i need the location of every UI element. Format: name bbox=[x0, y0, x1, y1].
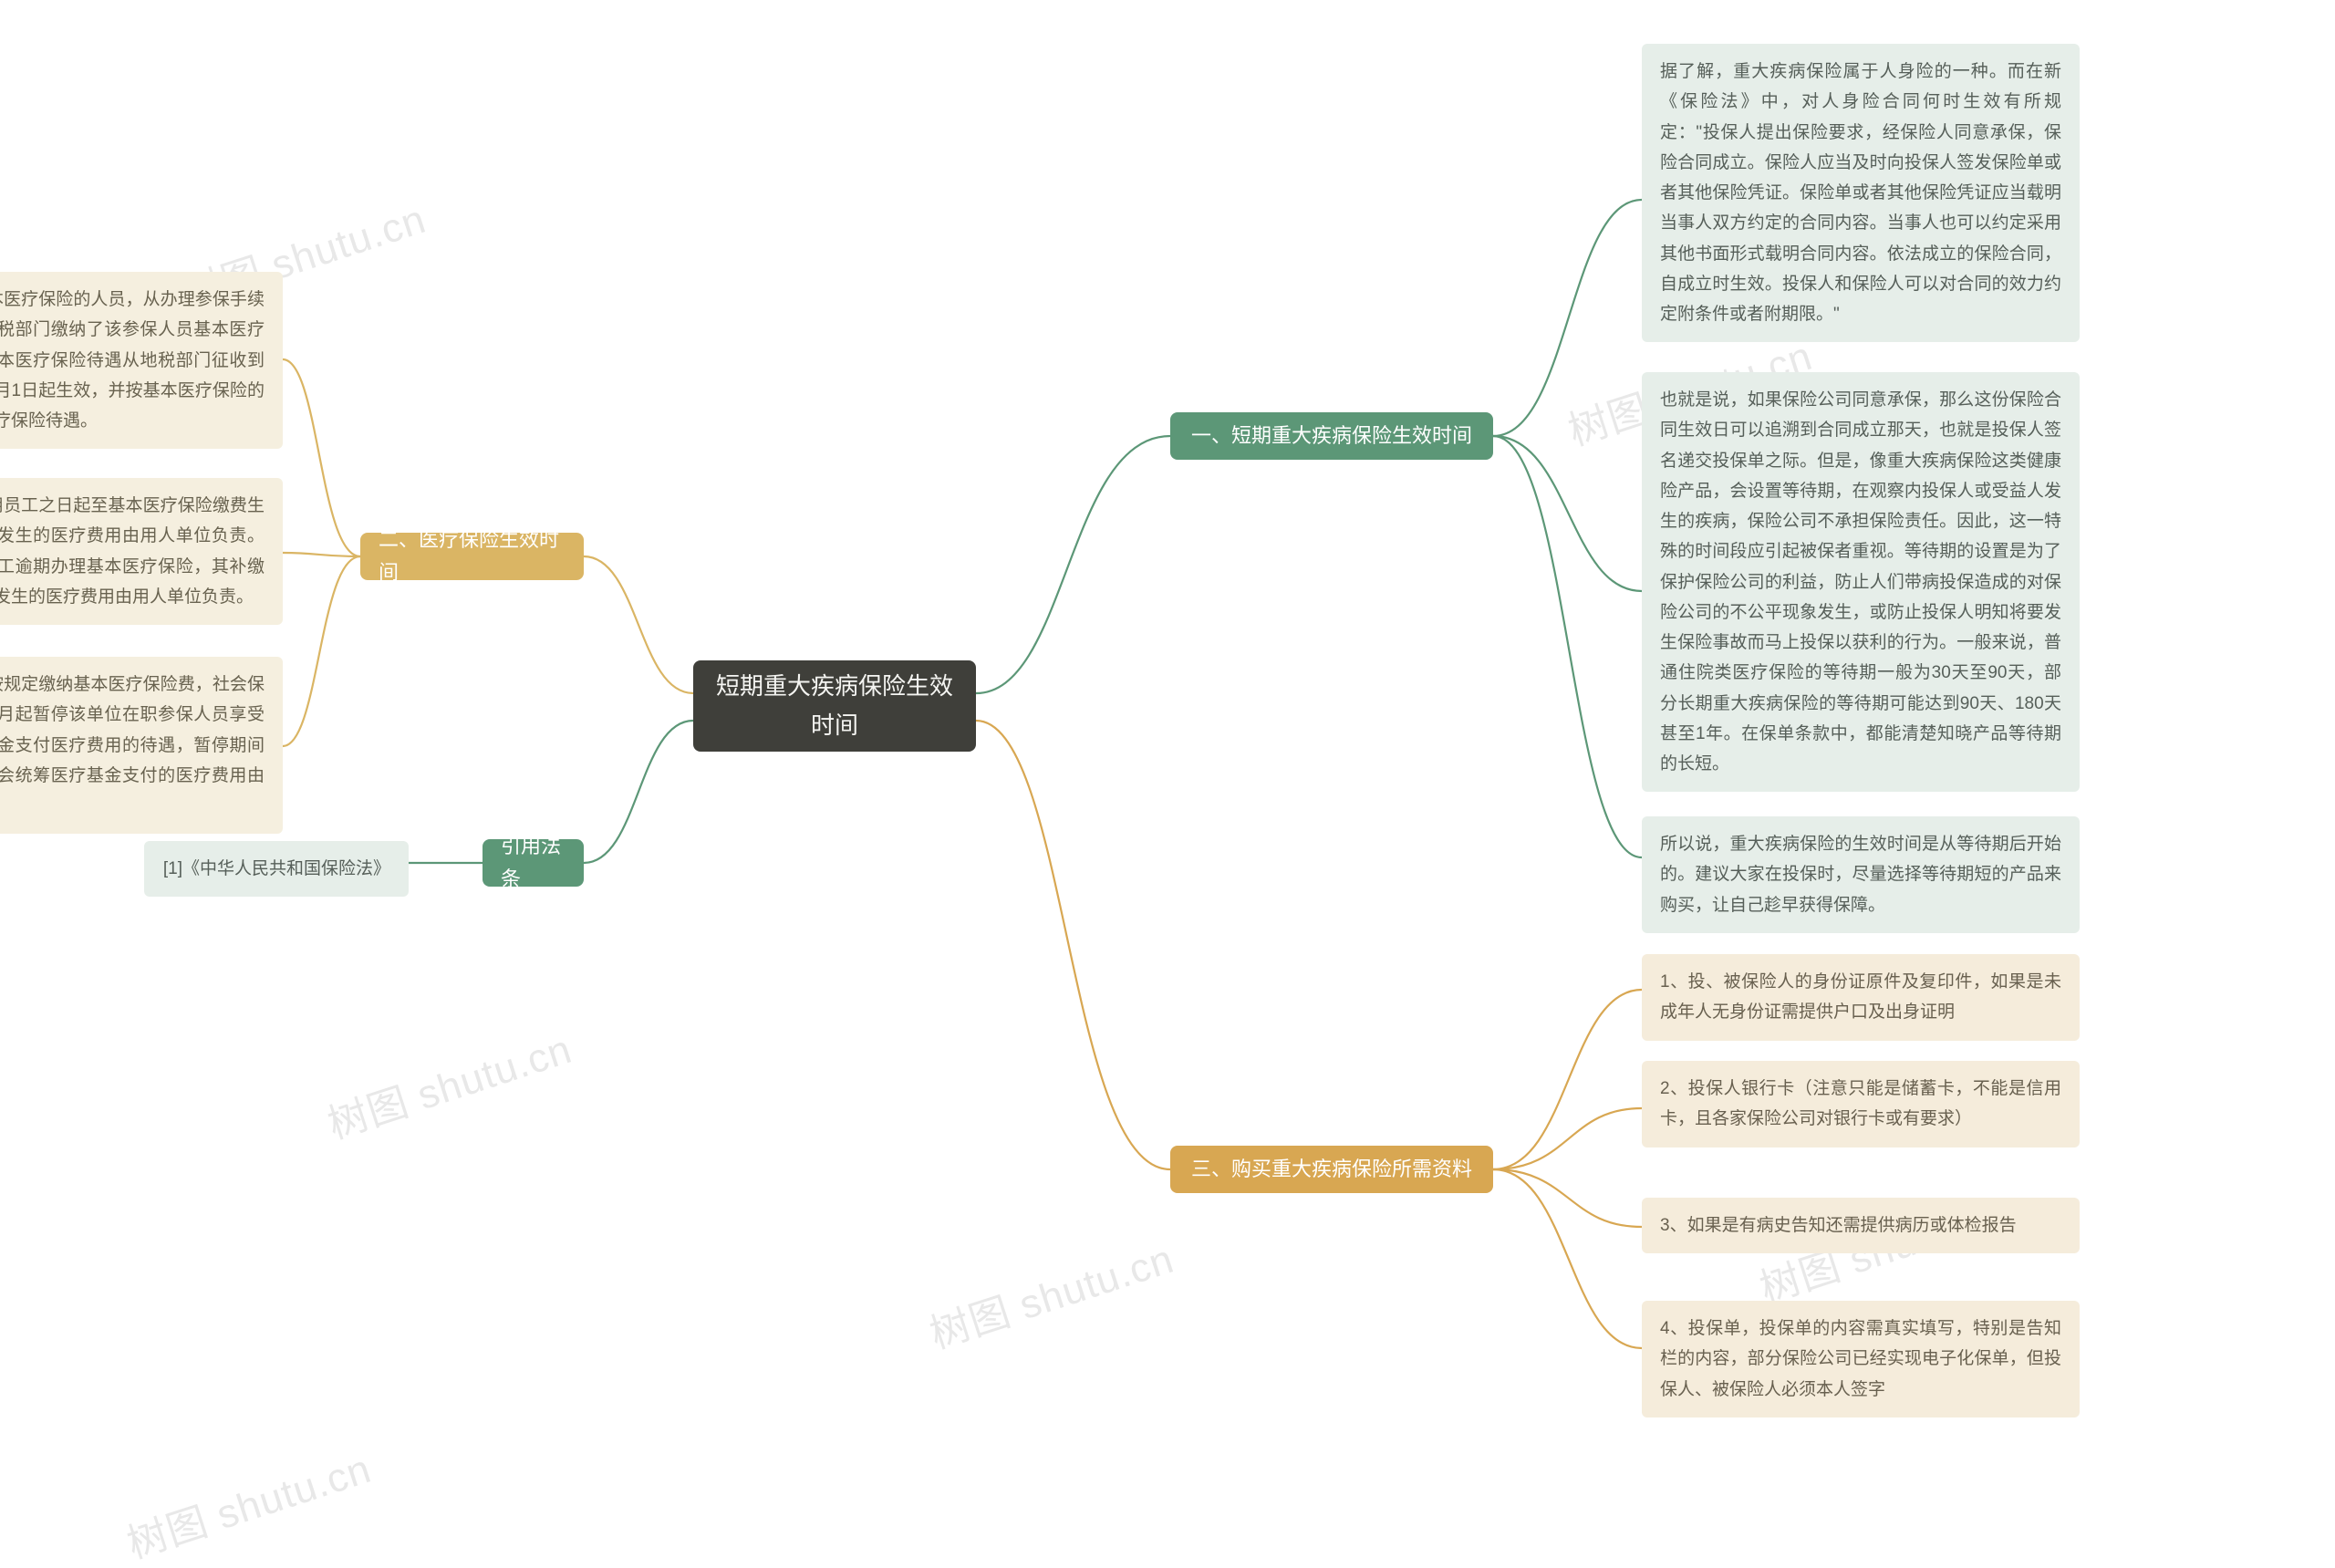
leaf-l2a: 1、首次参加基本医疗保险的人员，从办理参保手续的次月起，向地税部门缴纳了该参保人… bbox=[0, 272, 283, 449]
leaf-r3b: 2、投保人银行卡（注意只能是储蓄卡，不能是信用卡，且各家保险公司对银行卡或有要求… bbox=[1642, 1061, 2080, 1147]
branch-r1: 一、短期重大疾病保险生效时间 bbox=[1170, 412, 1493, 460]
leaf-l2b: 2、用人单位录用员工之日起至基本医疗保险缴费生效前，参保人员发生的医疗费用由用人… bbox=[0, 478, 283, 625]
leaf-r3c: 3、如果是有病史告知还需提供病历或体检报告 bbox=[1642, 1198, 2080, 1253]
leaf-r1c: 所以说，重大疾病保险的生效时间是从等待期后开始的。建议大家在投保时，尽量选择等待… bbox=[1642, 816, 2080, 933]
branch-r3: 三、购买重大疾病保险所需资料 bbox=[1170, 1146, 1493, 1193]
leaf-r1b: 也就是说，如果保险公司同意承保，那么这份保险合同生效日可以追溯到合同成立那天，也… bbox=[1642, 372, 2080, 792]
watermark: 树图 shutu.cn bbox=[921, 1226, 1180, 1360]
root-node: 短期重大疾病保险生效时间 bbox=[693, 660, 976, 752]
leaf-l2c: 3、用人单位不按规定缴纳基本医疗保险费，社会保险经办机构从次月起暂停该单位在职参… bbox=[0, 657, 283, 834]
leaf-r3d: 4、投保单，投保单的内容需真实填写，特别是告知栏的内容，部分保险公司已经实现电子… bbox=[1642, 1301, 2080, 1417]
leaf-r3a: 1、投、被保险人的身份证原件及复印件，如果是未成年人无身份证需提供户口及出身证明 bbox=[1642, 954, 2080, 1041]
leaf-l4a: [1]《中华人民共和国保险法》 bbox=[144, 841, 409, 897]
branch-l4: 引用法条 bbox=[483, 839, 584, 887]
leaf-r1a: 据了解，重大疾病保险属于人身险的一种。而在新《保险法》中，对人身险合同何时生效有… bbox=[1642, 44, 2080, 342]
watermark: 树图 shutu.cn bbox=[119, 1436, 378, 1568]
mindmap-canvas: 树图 shutu.cn 树图 shutu.cn 树图 shutu.cn 树图 s… bbox=[0, 0, 2335, 1568]
branch-l2: 二、医疗保险生效时间 bbox=[360, 533, 584, 580]
watermark: 树图 shutu.cn bbox=[319, 1016, 578, 1150]
